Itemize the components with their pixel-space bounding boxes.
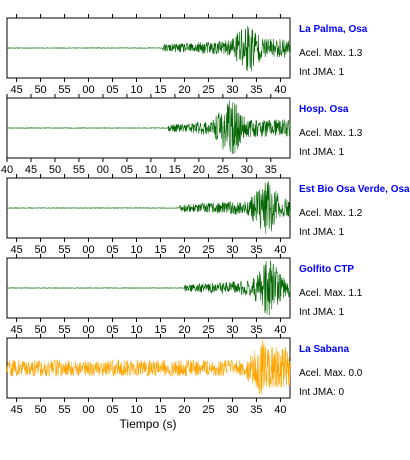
max-acceleration-label: Acel. Max. 0.0 xyxy=(299,368,363,379)
panel: 40 45 50 55 00 05 10 15 20 25 30 35 Hosp. Osa Acel. M… xyxy=(1,94,363,176)
x-tick-label: 15 xyxy=(154,324,166,336)
x-tick-label: 10 xyxy=(130,404,142,416)
x-tick-label: 50 xyxy=(49,164,61,176)
x-tick-label: 35 xyxy=(250,244,262,256)
x-tick-label: 45 xyxy=(10,404,22,416)
x-tick-label: 20 xyxy=(178,244,190,256)
jma-intensity-label: Int JMA: 1 xyxy=(299,67,344,78)
x-tick-label: 00 xyxy=(82,244,94,256)
x-tick-label: 05 xyxy=(121,164,133,176)
x-tick-label: 10 xyxy=(145,164,157,176)
x-tick-label: 40 xyxy=(274,84,286,96)
x-tick-label: 40 xyxy=(1,164,13,176)
x-tick-label: 05 xyxy=(106,404,118,416)
x-tick-label: 45 xyxy=(10,84,22,96)
x-tick-label: 55 xyxy=(58,404,70,416)
x-tick-label: 20 xyxy=(178,324,190,336)
jma-intensity-label: Int JMA: 1 xyxy=(299,147,344,158)
x-tick-label: 25 xyxy=(202,84,214,96)
x-tick-label: 30 xyxy=(226,84,238,96)
x-tick-label: 25 xyxy=(202,404,214,416)
x-tick-label: 55 xyxy=(58,324,70,336)
x-tick-label: 30 xyxy=(226,404,238,416)
max-acceleration-label: Acel. Max. 1.2 xyxy=(299,208,363,219)
x-tick-label: 30 xyxy=(226,244,238,256)
panels: 45 50 55 00 05 10 15 20 25 30 35 40 La Palma, Osa Ace… xyxy=(1,14,410,416)
station-name: La Palma, Osa xyxy=(299,24,368,35)
x-tick-label: 00 xyxy=(97,164,109,176)
x-tick-label: 35 xyxy=(265,164,277,176)
x-tick-label: 15 xyxy=(154,244,166,256)
panel: 45 50 55 00 05 10 15 20 25 30 35 40 La Sabana Acel. M… xyxy=(6,334,363,416)
panel: 45 50 55 00 05 10 15 20 25 30 35 40 La Palma, Osa Ace… xyxy=(6,14,368,96)
x-tick-label: 10 xyxy=(130,324,142,336)
x-tick-label: 30 xyxy=(226,324,238,336)
station-name: La Sabana xyxy=(299,344,349,355)
x-tick-label: 40 xyxy=(274,404,286,416)
x-tick-label: 00 xyxy=(82,324,94,336)
x-tick-label: 10 xyxy=(130,244,142,256)
x-tick-label: 55 xyxy=(58,244,70,256)
x-tick-label: 40 xyxy=(274,324,286,336)
waveform-series xyxy=(6,100,291,155)
x-tick-label: 45 xyxy=(10,244,22,256)
x-tick-label: 15 xyxy=(154,404,166,416)
x-tick-label: 10 xyxy=(130,84,142,96)
x-tick-label: 15 xyxy=(154,84,166,96)
station-name: Golfito CTP xyxy=(299,264,354,275)
panel: 45 50 55 00 05 10 15 20 25 30 35 40 Est Bio Osa Verd… xyxy=(6,174,410,256)
x-tick-label: 45 xyxy=(25,164,37,176)
x-tick-label: 35 xyxy=(250,84,262,96)
x-tick-label: 25 xyxy=(202,324,214,336)
x-tick-label: 50 xyxy=(34,404,46,416)
x-axis-label: Tiempo (s) xyxy=(120,417,177,431)
x-tick-label: 35 xyxy=(250,324,262,336)
x-tick-label: 55 xyxy=(73,164,85,176)
x-tick-label: 00 xyxy=(82,404,94,416)
waveform-series xyxy=(6,260,291,316)
x-tick-label: 05 xyxy=(106,244,118,256)
max-acceleration-label: Acel. Max. 1.3 xyxy=(299,128,363,139)
x-tick-label: 25 xyxy=(217,164,229,176)
x-tick-label: 50 xyxy=(34,244,46,256)
jma-intensity-label: Int JMA: 1 xyxy=(299,227,344,238)
waveform-series xyxy=(6,26,291,72)
x-tick-label: 20 xyxy=(178,84,190,96)
x-tick-label: 40 xyxy=(274,244,286,256)
x-tick-label: 15 xyxy=(169,164,181,176)
x-tick-label: 05 xyxy=(106,324,118,336)
x-tick-label: 35 xyxy=(250,404,262,416)
x-tick-label: 30 xyxy=(241,164,253,176)
waveform-series xyxy=(6,181,291,234)
x-tick-label: 05 xyxy=(106,84,118,96)
x-tick-label: 25 xyxy=(202,244,214,256)
panel: 45 50 55 00 05 10 15 20 25 30 35 40 Golfito CTP Acel.… xyxy=(6,254,363,336)
x-tick-label: 20 xyxy=(178,404,190,416)
jma-intensity-label: Int JMA: 0 xyxy=(299,387,344,398)
station-name: Est Bio Osa Verde, Osa xyxy=(299,184,410,195)
max-acceleration-label: Acel. Max. 1.3 xyxy=(299,48,363,59)
x-tick-label: 50 xyxy=(34,324,46,336)
x-tick-label: 45 xyxy=(10,324,22,336)
jma-intensity-label: Int JMA: 1 xyxy=(299,307,344,318)
max-acceleration-label: Acel. Max. 1.1 xyxy=(299,288,363,299)
x-tick-label: 20 xyxy=(193,164,205,176)
x-tick-label: 00 xyxy=(82,84,94,96)
waveform-series xyxy=(6,340,291,395)
station-name: Hosp. Osa xyxy=(299,104,349,115)
x-tick-label: 50 xyxy=(34,84,46,96)
x-tick-label: 55 xyxy=(58,84,70,96)
